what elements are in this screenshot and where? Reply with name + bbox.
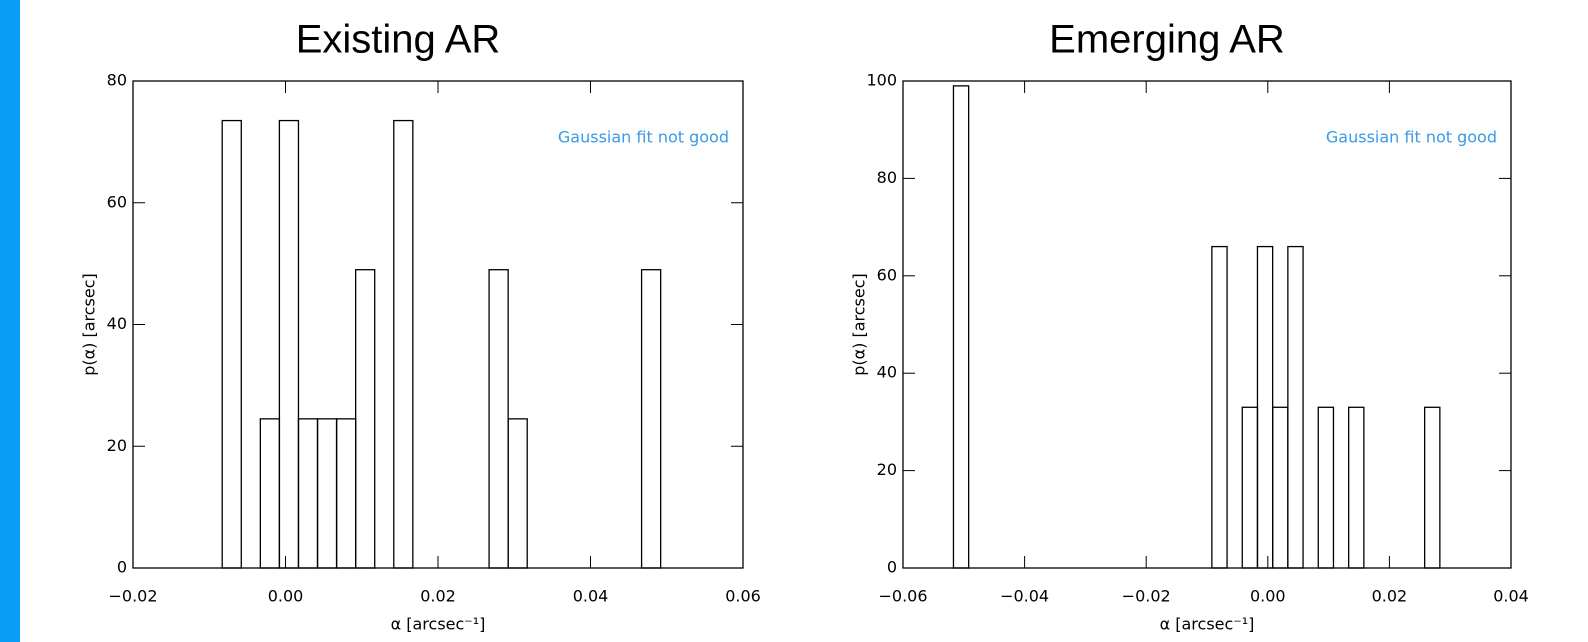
histogram-bar: [1424, 406, 1441, 569]
y-tick-label: 0: [117, 558, 127, 577]
histogram-bar: [221, 119, 242, 569]
histogram-bar: [278, 119, 300, 569]
y-tick-label: 40: [877, 363, 897, 382]
x-tick-label: −0.02: [108, 587, 157, 606]
y-tick-label: 20: [877, 460, 897, 479]
x-tick-label: −0.02: [1122, 587, 1171, 606]
x-axis-label: α [arcsec⁻¹]: [1160, 615, 1255, 634]
y-tick-label: 60: [877, 265, 897, 284]
histogram-bar: [1211, 245, 1228, 569]
x-tick-label: −0.04: [1000, 587, 1049, 606]
x-axis-label: α [arcsec⁻¹]: [391, 615, 486, 634]
y-tick-label: 40: [107, 314, 127, 333]
histogram-bar: [952, 85, 970, 569]
histogram-bar: [1317, 406, 1335, 569]
y-axis-label: p(α) [arcsec]: [850, 273, 869, 376]
plot-frame: [132, 80, 744, 569]
y-tick-label: 0: [887, 558, 897, 577]
x-tick-label: 0.02: [1372, 587, 1408, 606]
histogram-bar: [1256, 245, 1274, 569]
histogram-bar: [1241, 406, 1259, 569]
x-tick-label: 0.04: [573, 587, 609, 606]
y-tick-label: 80: [107, 71, 127, 90]
x-tick-label: 0.06: [725, 587, 761, 606]
x-tick-label: 0.00: [1250, 587, 1286, 606]
chart-title: Emerging AR: [1049, 18, 1285, 62]
plot-frame: [902, 80, 1512, 569]
histogram-bar: [1348, 406, 1365, 569]
annotation: Gaussian fit not good: [1326, 128, 1497, 147]
y-axis-label: p(α) [arcsec]: [80, 273, 99, 376]
y-tick-label: 60: [107, 192, 127, 211]
x-tick-label: 0.00: [268, 587, 304, 606]
y-tick-label: 20: [107, 436, 127, 455]
x-tick-label: −0.06: [878, 587, 927, 606]
histogram-bar: [335, 418, 357, 569]
histogram-bar: [640, 269, 662, 569]
y-tick-label: 80: [877, 168, 897, 187]
side-strip: [0, 0, 20, 642]
histogram-bar: [507, 418, 528, 569]
histogram-bar: [354, 269, 376, 569]
x-tick-label: 0.04: [1493, 587, 1529, 606]
histogram-bar: [488, 269, 509, 569]
chart-title: Existing AR: [296, 18, 501, 62]
histogram-bar: [316, 418, 338, 569]
histogram-bar: [1287, 245, 1304, 569]
histogram-bar: [1272, 406, 1289, 569]
annotation: Gaussian fit not good: [558, 128, 729, 147]
histogram-bar: [393, 119, 414, 569]
histogram-bar: [259, 418, 281, 569]
y-tick-label: 100: [866, 71, 897, 90]
x-tick-label: 0.02: [420, 587, 456, 606]
histogram-bar: [297, 418, 319, 569]
